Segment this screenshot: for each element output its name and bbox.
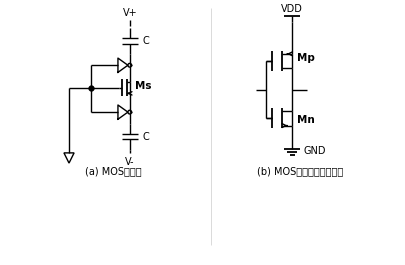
Text: VDD: VDD <box>281 4 303 14</box>
Text: GND: GND <box>303 146 325 156</box>
Text: Ms: Ms <box>134 81 151 91</box>
Text: (a) MOS开关管: (a) MOS开关管 <box>85 166 142 176</box>
Text: (b) MOS开关管中的反相器: (b) MOS开关管中的反相器 <box>257 166 343 176</box>
Text: V-: V- <box>125 157 134 167</box>
Text: Mp: Mp <box>296 53 314 63</box>
Text: Mn: Mn <box>296 115 314 125</box>
Text: C: C <box>143 36 149 46</box>
Text: C: C <box>143 132 149 142</box>
Text: V+: V+ <box>122 8 137 18</box>
